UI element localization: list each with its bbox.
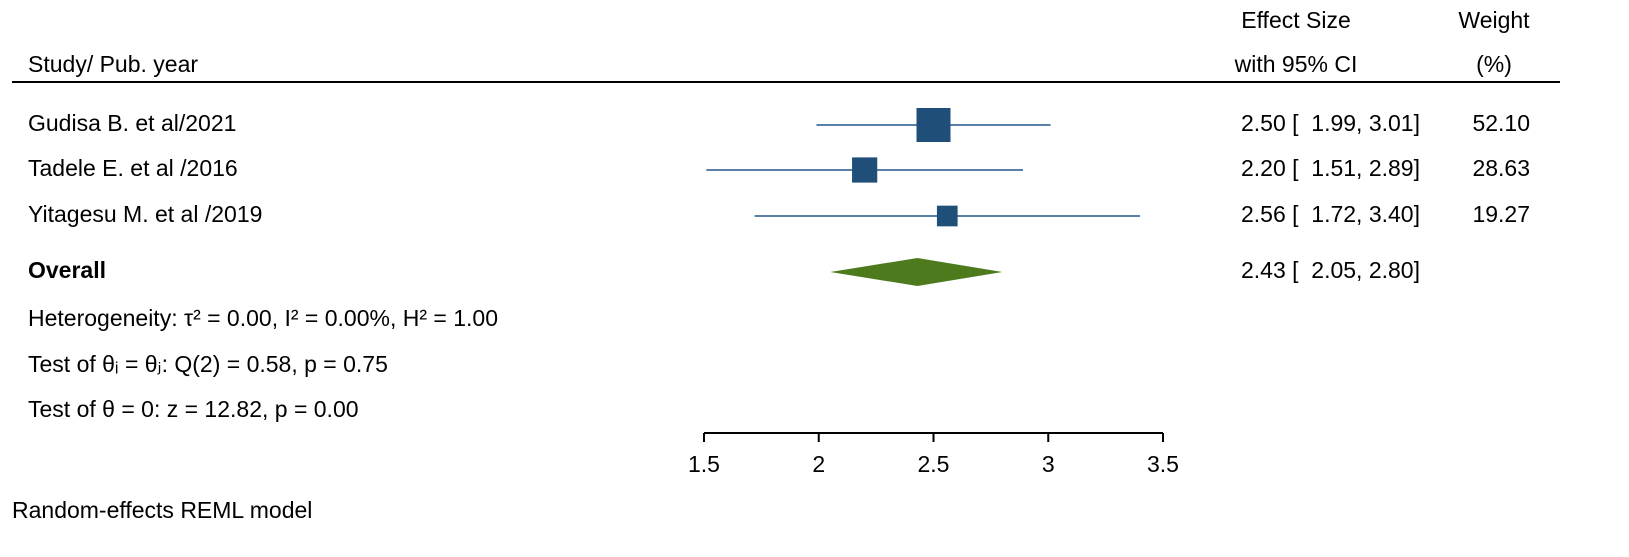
effect-box bbox=[916, 108, 951, 142]
x-tick-label: 1.5 bbox=[688, 451, 720, 477]
model-note: Random-effects REML model bbox=[12, 497, 312, 523]
note: Heterogeneity: τ² = 0.00, I² = 0.00%, H²… bbox=[28, 305, 498, 331]
effect-header: with 95% CI bbox=[1234, 51, 1358, 77]
weight-header: (%) bbox=[1476, 51, 1512, 77]
ci-label: 2.56 [ 1.72, 3.40] bbox=[1241, 201, 1420, 227]
weight-label: 28.63 bbox=[1472, 155, 1530, 181]
note: Test of θ = 0: z = 12.82, p = 0.00 bbox=[28, 396, 359, 422]
ci-label: 2.50 [ 1.99, 3.01] bbox=[1241, 110, 1420, 136]
study-label: Gudisa B. et al/2021 bbox=[28, 110, 236, 136]
overall-diamond bbox=[830, 258, 1003, 286]
x-tick-label: 2.5 bbox=[918, 451, 950, 477]
x-tick-label: 3.5 bbox=[1147, 451, 1179, 477]
overall-ci-label: 2.43 [ 2.05, 2.80] bbox=[1241, 257, 1420, 283]
overall-label: Overall bbox=[28, 257, 106, 283]
effect-box bbox=[936, 205, 958, 227]
study-label: Yitagesu M. et al /2019 bbox=[28, 201, 262, 227]
x-tick-label: 3 bbox=[1042, 451, 1055, 477]
weight-header: Weight bbox=[1458, 7, 1530, 33]
weight-label: 52.10 bbox=[1472, 110, 1530, 136]
effect-box bbox=[852, 157, 878, 183]
effect-header: Effect Size bbox=[1241, 7, 1351, 33]
study-header: Study/ Pub. year bbox=[28, 51, 198, 77]
weight-label: 19.27 bbox=[1472, 201, 1530, 227]
x-tick-label: 2 bbox=[812, 451, 825, 477]
study-label: Tadele E. et al /2016 bbox=[28, 155, 238, 181]
note: Test of θᵢ = θⱼ: Q(2) = 0.58, p = 0.75 bbox=[28, 351, 388, 377]
ci-label: 2.20 [ 1.51, 2.89] bbox=[1241, 155, 1420, 181]
